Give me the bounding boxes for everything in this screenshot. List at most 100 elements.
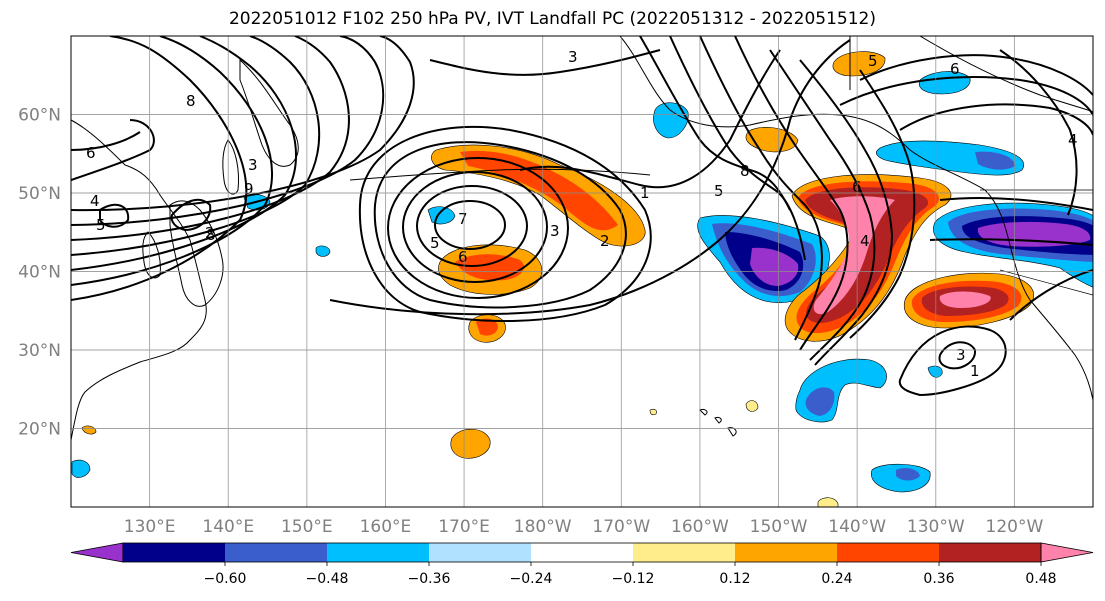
contour-label: 3	[248, 156, 258, 174]
pv-contour-line	[358, 125, 652, 322]
lon-tick-label: 170°E	[438, 517, 490, 537]
longitude-labels: 130°E 140°E 150°E 160°E 170°E 180°W 170°W 160°W…	[124, 517, 1044, 537]
contour-label: 1	[970, 362, 980, 380]
pv-contour-line	[999, 49, 1078, 216]
positive-anomaly-region	[81, 425, 97, 435]
pv-contour-line	[1009, 269, 1093, 321]
pv-contour-line	[429, 49, 661, 76]
colorbar-tick-label: 0.24	[821, 571, 852, 587]
pv-contour-line	[639, 36, 791, 211]
pv-contour-ring	[402, 171, 548, 283]
pv-contour-line	[769, 49, 876, 361]
gridlines	[71, 36, 1093, 507]
negative-anomaly-region	[71, 459, 91, 478]
korea-coastline	[142, 231, 161, 279]
colorbar-extend-min	[70, 542, 124, 563]
contour-label: 2	[600, 232, 610, 250]
lat-tick-label: 60°N	[18, 106, 61, 126]
pv-contour-ring	[434, 200, 506, 250]
lat-tick-label: 50°N	[18, 184, 61, 204]
pv-contour-line	[939, 197, 1093, 211]
pv-contour-line	[799, 59, 894, 366]
colorbar-bin	[939, 543, 1042, 562]
contour-label: 8	[740, 162, 750, 180]
colorbar-bin	[429, 543, 532, 562]
colorbar-labels: −0.60 −0.48 −0.36 −0.24 −0.12 0.12 0.24 0.36 0.4…	[204, 562, 1057, 587]
lon-tick-label: 180°W	[514, 517, 572, 537]
colorbar-tick-label: −0.60	[204, 571, 247, 587]
contour-label: 8	[186, 92, 196, 110]
lon-tick-label: 150°E	[281, 517, 333, 537]
contour-label: 6	[86, 144, 96, 162]
pv-contour-line	[699, 36, 823, 341]
contour-label: 3	[568, 48, 578, 66]
map-title: 2022051012 F102 250 hPa PV, IVT Landfall…	[228, 9, 876, 29]
asia-coastline	[71, 119, 207, 441]
lon-tick-label: 130°W	[907, 517, 965, 537]
colorbar-tick-label: −0.12	[612, 571, 655, 587]
latitude-labels: 60°N 50°N 40°N 30°N 20°N	[18, 106, 61, 440]
positive-anomaly-region	[832, 51, 886, 77]
positive-anomaly-region	[745, 400, 759, 412]
contour-label: 5	[868, 52, 878, 70]
positive-anomaly-region	[460, 150, 618, 231]
lat-tick-label: 30°N	[18, 341, 61, 361]
positive-anomaly-region	[745, 127, 799, 153]
contour-label: 4	[90, 192, 100, 210]
contour-label: 6	[458, 248, 468, 266]
pv-contour-line	[99, 203, 130, 228]
contour-label: 4	[1068, 131, 1078, 149]
colorbar-bin	[123, 543, 226, 562]
colorbar-tick-label: 0.12	[719, 571, 750, 587]
negative-anomaly-region	[805, 387, 835, 416]
positive-anomaly-region	[476, 318, 498, 336]
positive-anomaly-region	[813, 196, 895, 315]
lon-tick-label: 160°W	[671, 517, 729, 537]
pv-contour-ring	[416, 185, 528, 267]
contour-label: 3	[956, 346, 966, 364]
pv-contour-line	[898, 325, 1007, 397]
pv-contour-line	[71, 36, 274, 286]
pv-contour-line	[899, 103, 1093, 136]
contour-label: 3	[550, 222, 560, 240]
colorbar-tick-label: −0.36	[408, 571, 451, 587]
pv-contour-line	[71, 36, 350, 241]
pv-contour-ring	[387, 157, 569, 299]
contour-label: 2	[205, 224, 215, 242]
pv-contour-line	[938, 341, 977, 370]
kamchatka-coastline	[239, 58, 299, 167]
colorbar-bin	[837, 543, 940, 562]
positive-anomaly-region	[455, 254, 525, 281]
negative-anomaly-region	[750, 247, 799, 286]
alaska-coastline	[619, 36, 1093, 401]
colorbar-bin	[327, 543, 430, 562]
negative-anomaly-region	[896, 468, 920, 481]
colorbar-bin	[531, 543, 634, 562]
colorbar-tick-label: −0.24	[510, 571, 553, 587]
pv-contour-line	[71, 36, 385, 226]
contour-label: 5	[96, 216, 106, 234]
colorbar-frame	[122, 542, 1042, 563]
north-america-coastline	[849, 36, 1093, 113]
colorbar	[70, 542, 1094, 563]
contour-label: 5	[714, 182, 724, 200]
pv-contour-line	[839, 76, 1093, 116]
lon-tick-label: 120°W	[986, 517, 1044, 537]
hawaii-islands	[699, 409, 737, 437]
map-panel: 8 6 5 4 3 2 7 6 5 3 2 1 8 5 3 6 4 5 6 4 …	[71, 36, 1093, 507]
colorbar-bin	[225, 543, 328, 562]
colorbar-tick-label: 0.48	[1025, 571, 1056, 587]
pv-contour-line	[519, 49, 781, 189]
pv-contour-line	[669, 36, 806, 261]
contour-label: 7	[458, 210, 468, 228]
negative-anomaly-region	[975, 151, 1015, 170]
colorbar-bin	[633, 543, 736, 562]
lon-tick-label: 130°E	[124, 517, 176, 537]
contour-label: 6	[950, 60, 960, 78]
contour-label: 8	[206, 226, 216, 244]
colorbar-bin	[735, 543, 838, 562]
colorbar-tick-label: −0.48	[306, 571, 349, 587]
lon-tick-label: 140°E	[202, 517, 254, 537]
lon-tick-label: 160°E	[360, 517, 412, 537]
lat-tick-label: 40°N	[18, 263, 61, 283]
